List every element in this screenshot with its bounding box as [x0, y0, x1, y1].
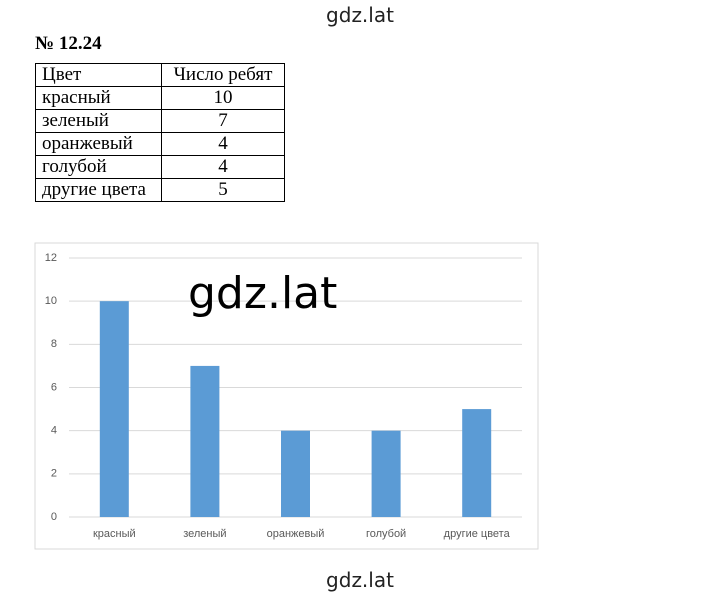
x-tick-label: оранжевый [267, 528, 325, 540]
table-cell: 4 [161, 155, 285, 179]
y-tick-label: 2 [51, 468, 57, 480]
y-tick-label: 12 [45, 252, 57, 264]
data-table: Цвет Число ребят красный 10 зеленый 7 оранжев… [35, 63, 285, 202]
table-cell: 4 [161, 132, 285, 156]
x-tick-label: зеленый [183, 528, 226, 540]
table-row: оранжевый 4 [35, 132, 285, 156]
bar [190, 365, 220, 517]
x-tick-label: другие цвета [444, 528, 511, 540]
watermark: gdz.lat [326, 568, 394, 592]
watermark: gdz.lat [326, 3, 394, 27]
x-tick-label: красный [93, 528, 136, 540]
watermark: gdz.lat [188, 268, 338, 319]
table-cell: 5 [161, 178, 285, 202]
problem-title: № 12.24 [35, 33, 102, 54]
table-cell: 10 [161, 86, 285, 110]
y-tick-label: 4 [51, 425, 57, 437]
y-tick-label: 0 [51, 511, 57, 523]
y-tick-label: 8 [51, 338, 57, 350]
table-row: голубой 4 [35, 155, 285, 179]
y-tick-label: 10 [45, 295, 57, 307]
table-row: зеленый 7 [35, 109, 285, 133]
table-header: Цвет Число ребят [35, 63, 285, 87]
table-cell: 7 [161, 109, 285, 133]
header-cell: Число ребят [161, 63, 285, 87]
y-tick-label: 6 [51, 381, 57, 393]
table-cell: оранжевый [35, 132, 162, 156]
x-tick-label: голубой [366, 528, 406, 540]
table-cell: другие цвета [35, 178, 162, 202]
bar [462, 409, 492, 517]
table-row: другие цвета 5 [35, 178, 285, 202]
bar [281, 430, 310, 517]
bar [99, 301, 129, 517]
bar [371, 430, 401, 517]
